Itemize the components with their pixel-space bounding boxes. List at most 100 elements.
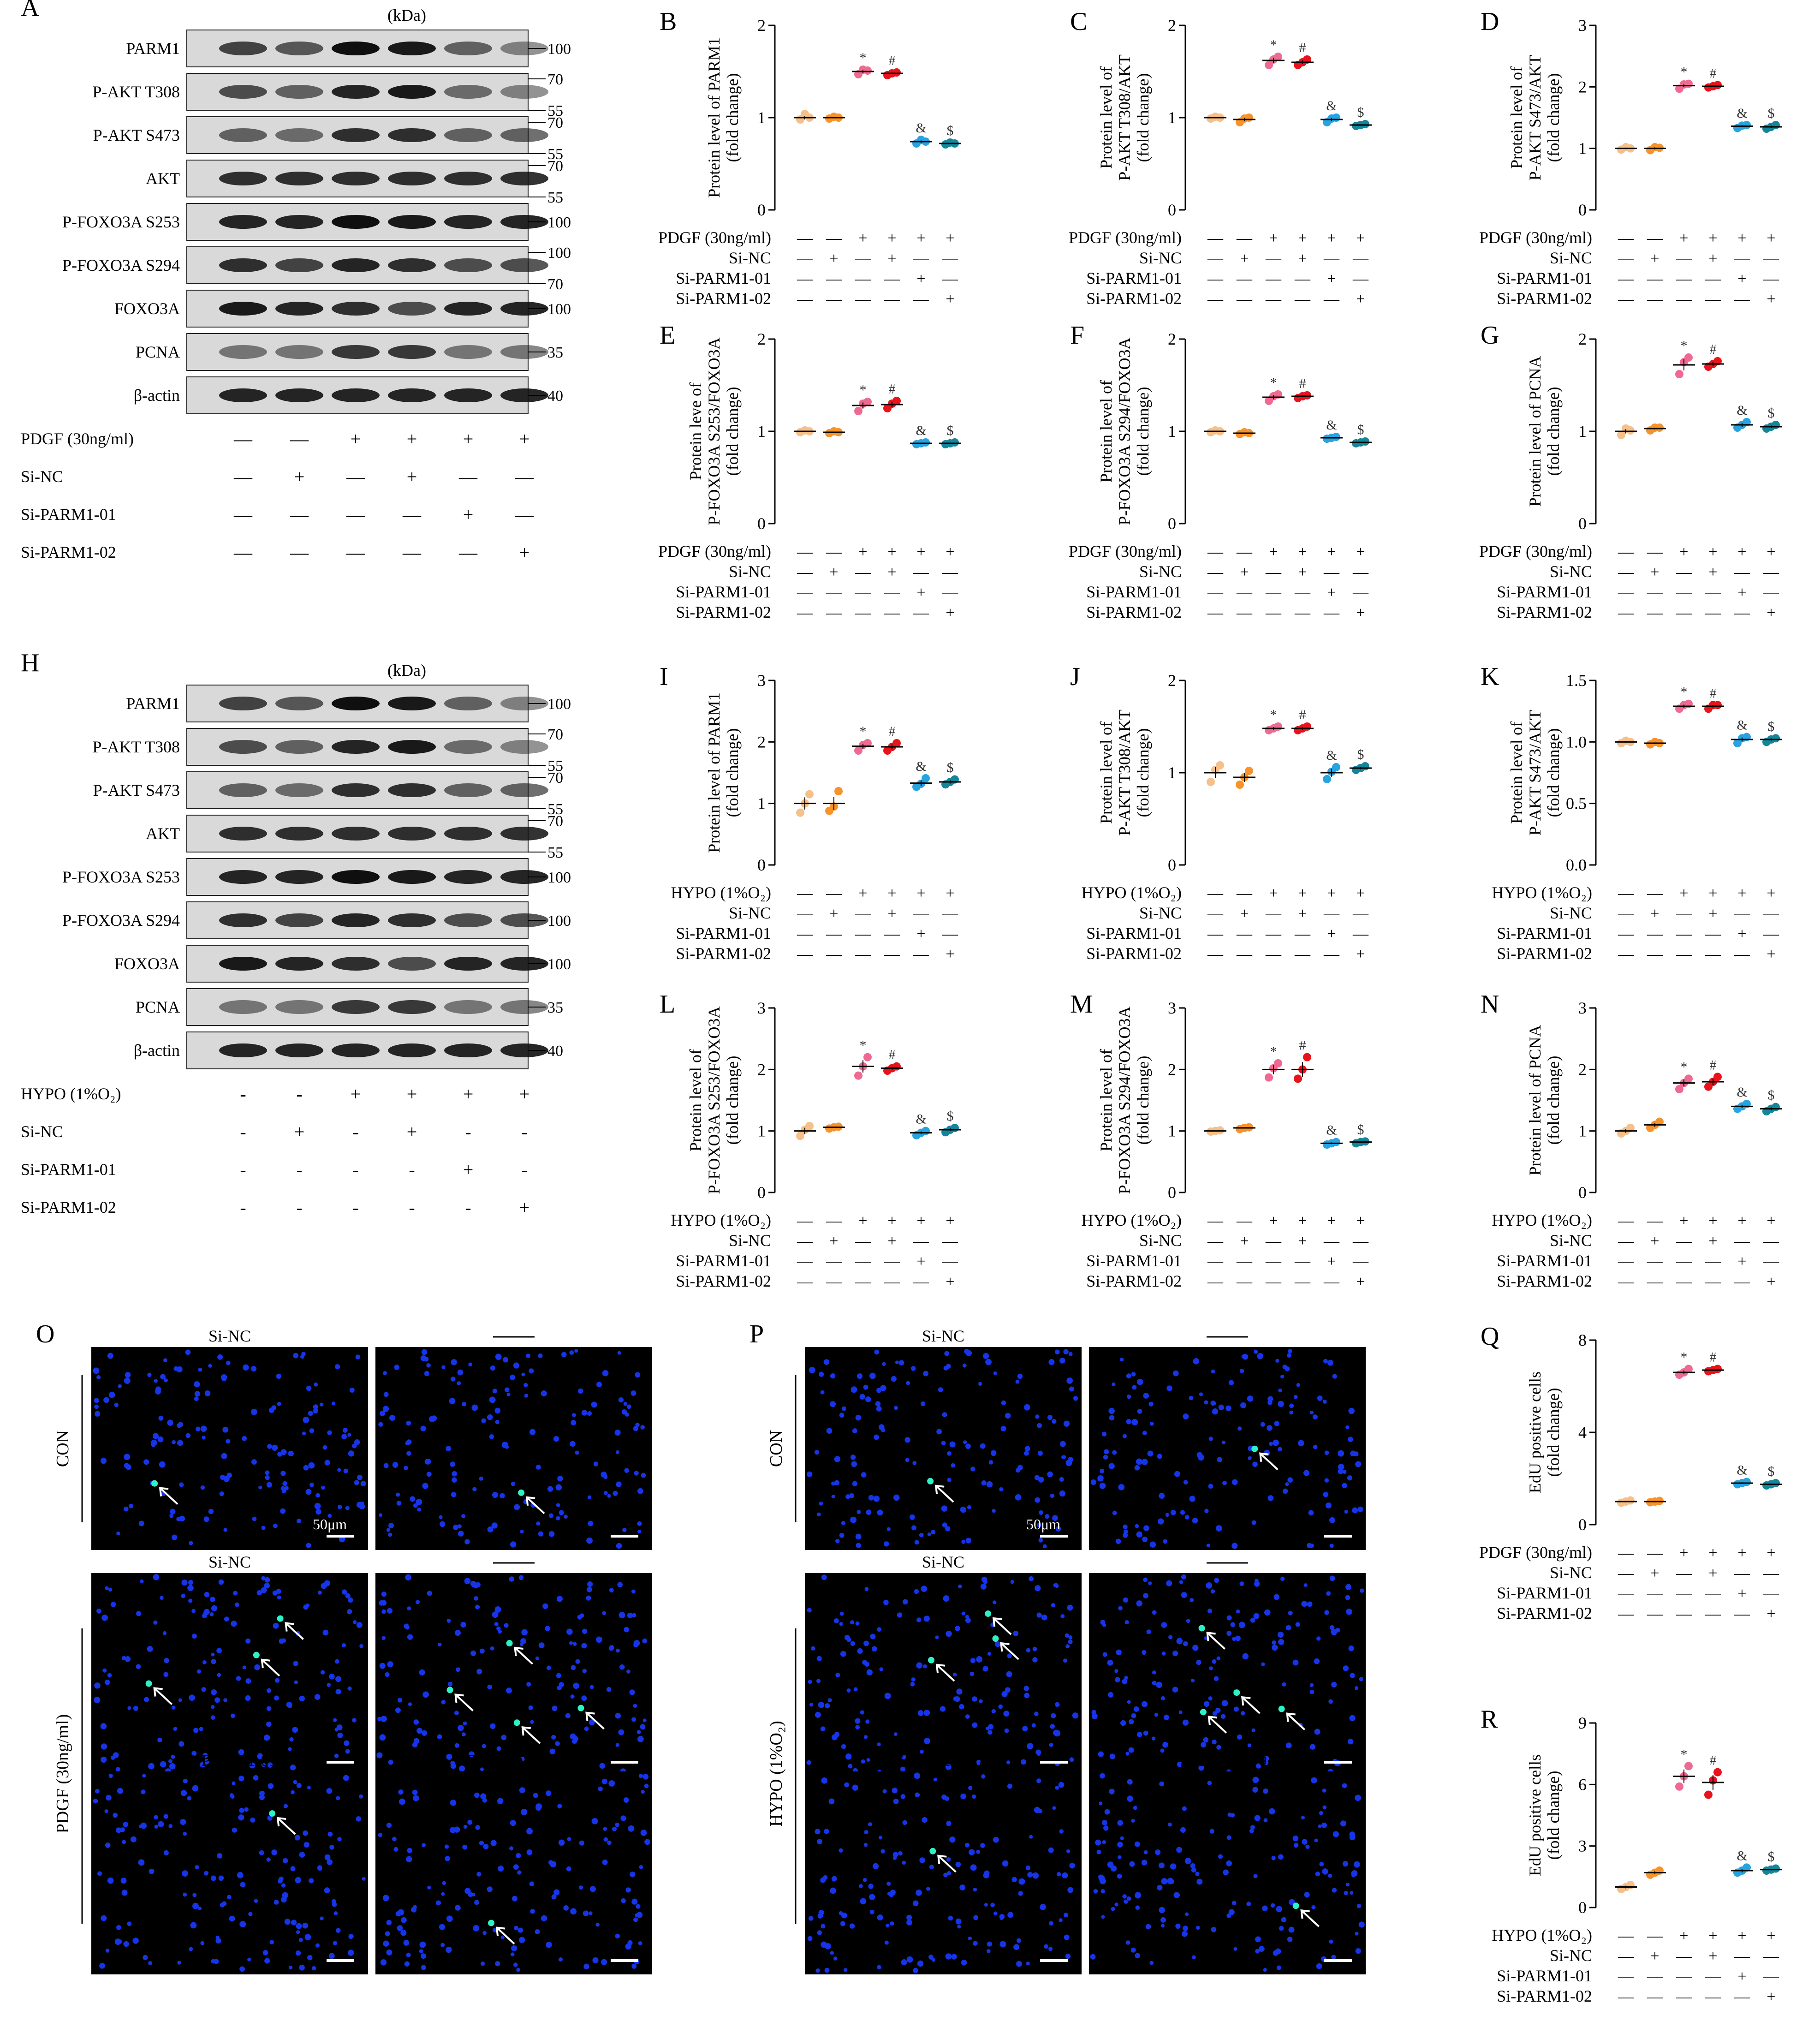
nucleus bbox=[170, 1508, 176, 1514]
nucleus bbox=[915, 1792, 920, 1798]
nucleus bbox=[904, 1437, 910, 1443]
nucleus bbox=[406, 1451, 411, 1456]
group-3: * bbox=[1673, 685, 1695, 713]
band bbox=[219, 783, 267, 797]
nucleus bbox=[1288, 1349, 1292, 1353]
nucleus bbox=[239, 1921, 246, 1928]
condition-sign: + bbox=[858, 885, 867, 902]
nucleus bbox=[335, 1688, 341, 1695]
condition-sign: - bbox=[296, 1197, 302, 1218]
condition-label: Si-PARM1-01 bbox=[1086, 1252, 1182, 1270]
nucleus bbox=[248, 1912, 253, 1916]
condition-sign: — bbox=[1734, 946, 1750, 963]
nucleus bbox=[288, 1450, 294, 1456]
condition-sign: — bbox=[913, 564, 929, 581]
nucleus bbox=[422, 1843, 426, 1848]
nucleus bbox=[625, 1412, 630, 1417]
nucleus bbox=[972, 1722, 978, 1728]
nucleus bbox=[239, 1966, 245, 1972]
condition-sign: + bbox=[294, 466, 305, 487]
condition-sign: — bbox=[1207, 925, 1224, 942]
nucleus bbox=[1001, 1400, 1006, 1406]
nucleus bbox=[1199, 1392, 1203, 1396]
nucleus bbox=[1183, 1413, 1189, 1420]
condition-sign: — bbox=[1647, 584, 1663, 601]
nucleus bbox=[1280, 1374, 1285, 1379]
group-1 bbox=[1615, 1881, 1637, 1893]
nucleus bbox=[343, 1775, 349, 1781]
nucleus bbox=[487, 1886, 493, 1892]
nucleus bbox=[512, 1896, 518, 1902]
group-2 bbox=[1233, 767, 1255, 789]
condition-sign: — bbox=[913, 604, 929, 621]
data-point bbox=[1704, 1790, 1713, 1799]
condition-label: Si-PARM1-01 bbox=[1497, 269, 1592, 287]
nucleus bbox=[1066, 1849, 1071, 1854]
nucleus bbox=[273, 1523, 278, 1528]
nucleus bbox=[151, 1443, 156, 1447]
nucleus bbox=[1060, 1614, 1065, 1619]
nucleus bbox=[1350, 1673, 1355, 1678]
condition-sign: + bbox=[1708, 905, 1717, 922]
nucleus bbox=[117, 1788, 124, 1794]
data-point bbox=[1303, 722, 1311, 731]
nucleus bbox=[1190, 1678, 1195, 1683]
nucleus bbox=[602, 1611, 607, 1616]
nucleus bbox=[383, 1940, 389, 1947]
nucleus bbox=[1117, 1842, 1123, 1848]
marker-label: 55 bbox=[547, 102, 563, 119]
condition-sign: — bbox=[884, 1273, 900, 1290]
nucleus bbox=[603, 1827, 607, 1831]
nucleus bbox=[299, 1695, 305, 1702]
y-tick-label: 3 bbox=[1578, 1837, 1587, 1855]
condition-sign: — bbox=[1323, 564, 1340, 581]
nucleus bbox=[1050, 1493, 1055, 1498]
nucleus bbox=[304, 1934, 311, 1941]
nucleus bbox=[964, 1842, 970, 1848]
band-label: PCNA bbox=[136, 343, 180, 361]
condition-sign: — bbox=[1705, 291, 1721, 308]
nucleus bbox=[545, 1790, 552, 1796]
nucleus bbox=[179, 1515, 185, 1522]
condition-sign: — bbox=[1647, 1968, 1663, 1985]
nucleus bbox=[470, 1650, 476, 1656]
nucleus bbox=[850, 1516, 857, 1523]
nucleus bbox=[625, 1943, 632, 1950]
nucleus bbox=[1157, 1454, 1162, 1459]
condition-sign: — bbox=[1352, 584, 1369, 601]
nucleus bbox=[1166, 1385, 1172, 1391]
condition-sign: — bbox=[1647, 1544, 1663, 1562]
nucleus bbox=[230, 1713, 235, 1718]
nucleus bbox=[923, 1371, 929, 1377]
nucleus bbox=[1017, 1373, 1023, 1379]
nucleus bbox=[869, 1372, 876, 1379]
kda-label: (kDa) bbox=[387, 661, 426, 680]
condition-sign: — bbox=[1265, 564, 1282, 581]
condition-sign: + bbox=[858, 543, 867, 560]
group-4: # bbox=[1702, 1057, 1724, 1091]
band bbox=[275, 913, 323, 927]
nucleus bbox=[220, 1902, 225, 1908]
nucleus bbox=[850, 1641, 855, 1646]
nucleus bbox=[1100, 1773, 1105, 1779]
nucleus bbox=[158, 1821, 164, 1827]
nucleus bbox=[1358, 1921, 1365, 1928]
data-point bbox=[892, 68, 901, 77]
nucleus bbox=[504, 1623, 509, 1628]
nucleus bbox=[843, 1968, 848, 1972]
nucleus bbox=[191, 1634, 197, 1639]
condition-sign: — bbox=[826, 1273, 842, 1290]
nucleus bbox=[236, 1676, 241, 1681]
nucleus bbox=[1015, 1468, 1020, 1473]
nucleus bbox=[615, 1822, 619, 1827]
condition-label: Si-NC bbox=[1139, 562, 1182, 581]
nucleus bbox=[1148, 1581, 1152, 1586]
nucleus bbox=[386, 1949, 393, 1955]
nucleus bbox=[635, 1372, 641, 1378]
nucleus bbox=[535, 1464, 541, 1470]
nucleus bbox=[591, 1818, 598, 1824]
condition-sign: — bbox=[797, 1212, 813, 1229]
nucleus bbox=[347, 1433, 351, 1437]
band bbox=[444, 85, 492, 99]
nucleus bbox=[633, 1704, 637, 1708]
